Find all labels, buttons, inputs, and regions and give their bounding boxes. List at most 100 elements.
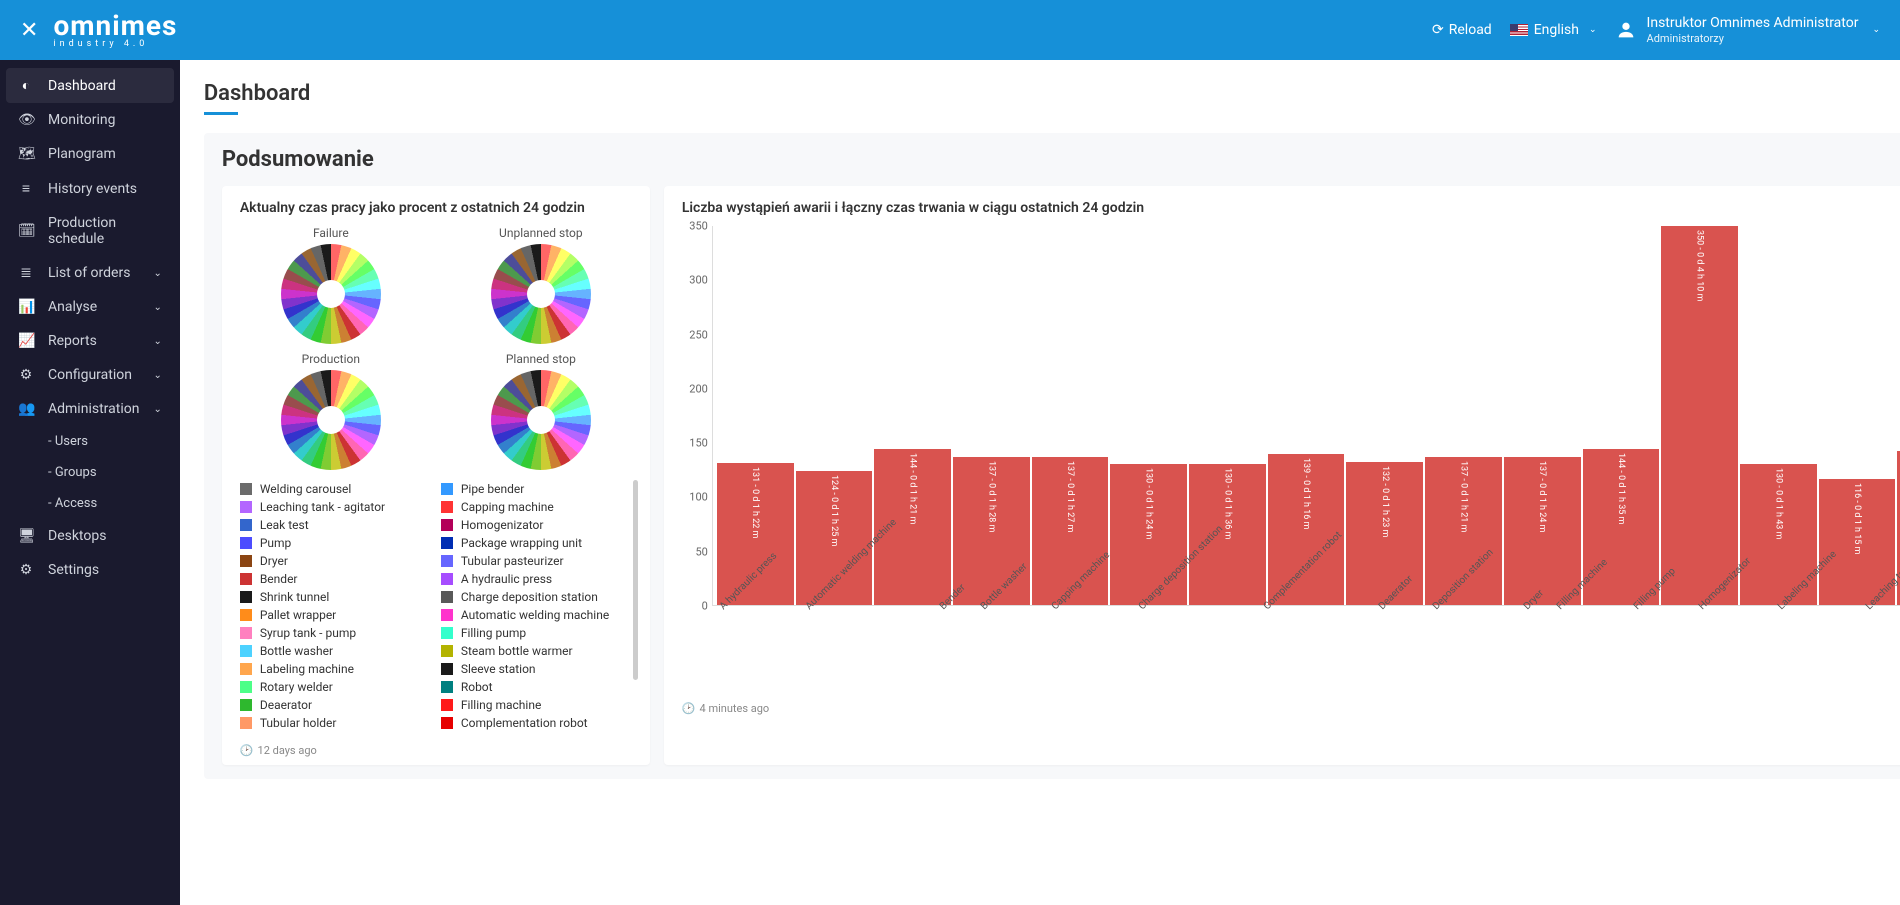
sidebar-item-configuration[interactable]: ⚙Configuration⌄ <box>0 358 180 392</box>
legend-item[interactable]: Tubular pasteurizer <box>441 552 632 570</box>
bar-value-label: 139 - 0 d 1 h 16 m <box>1301 458 1311 529</box>
legend-item[interactable]: Filling machine <box>441 696 632 714</box>
reload-button[interactable]: ⟳ Reload <box>1432 22 1492 38</box>
bar[interactable]: 350 - 0 d 4 h 10 m <box>1661 226 1738 605</box>
legend-item[interactable]: Pallet wrapper <box>240 606 431 624</box>
scrollbar[interactable] <box>633 480 638 680</box>
legend-item[interactable]: Welding carousel <box>240 480 431 498</box>
legend-item[interactable]: Tubular holder <box>240 714 431 732</box>
nav-label: Administration <box>48 401 139 417</box>
bar-value-label: 137 - 0 d 1 h 27 m <box>1065 461 1075 532</box>
donut-chart[interactable] <box>491 370 591 470</box>
legend-swatch <box>441 681 453 693</box>
language-selector[interactable]: English ⌄ <box>1510 22 1597 38</box>
close-icon[interactable]: ✕ <box>20 18 38 43</box>
card-failure-count: Liczba wystąpień awarii i łączny czas tr… <box>664 186 1900 765</box>
legend-text: Sleeve station <box>461 660 536 678</box>
summary-title: Podsumowanie <box>222 147 1900 172</box>
legend-swatch <box>441 717 453 729</box>
legend-item[interactable]: Homogenizator <box>441 516 632 534</box>
legend-swatch <box>240 573 252 585</box>
legend-swatch <box>441 483 453 495</box>
avatar-icon <box>1615 19 1637 41</box>
chevron-down-icon: ⌄ <box>1872 25 1880 35</box>
legend-item[interactable]: Capping machine <box>441 498 632 516</box>
user-menu[interactable]: Instruktor Omnimes Administrator Adminis… <box>1615 15 1880 45</box>
nav-icon: ≡ <box>18 180 34 197</box>
sidebar-item-reports[interactable]: 📈Reports⌄ <box>0 324 180 358</box>
legend-swatch <box>240 717 252 729</box>
sidebar-subitem[interactable]: - Groups <box>0 457 180 488</box>
legend-swatch <box>441 591 453 603</box>
bar-value-label: 144 - 0 d 1 h 35 m <box>1616 453 1626 524</box>
legend-text: Welding carousel <box>260 480 351 498</box>
legend-item[interactable]: Filling pump <box>441 624 632 642</box>
sidebar-item-planogram[interactable]: 🗺Planogram <box>0 137 180 171</box>
chevron-down-icon: ⌄ <box>153 268 161 279</box>
legend-item[interactable]: Sleeve station <box>441 660 632 678</box>
bar-value-label: 130 - 0 d 1 h 24 m <box>1144 468 1154 539</box>
legend-text: Steam bottle warmer <box>461 642 573 660</box>
legend-item[interactable]: Dryer <box>240 552 431 570</box>
legend-item[interactable]: Pipe bender <box>441 480 632 498</box>
legend-item[interactable]: Labeling machine <box>240 660 431 678</box>
legend-text: Filling pump <box>461 624 526 642</box>
legend-item[interactable]: Charge deposition station <box>441 588 632 606</box>
sidebar-subitem[interactable]: - Users <box>0 426 180 457</box>
logo[interactable]: omnimes industry 4.0 <box>53 12 177 49</box>
sidebar-item-desktops[interactable]: 🖥Desktops <box>0 519 180 553</box>
main-content: Dashboard 🤖 GPT assistant analysis Podsu… <box>180 60 1900 905</box>
legend-item[interactable]: A hydraulic press <box>441 570 632 588</box>
card-left-footer: 🕑 12 days ago <box>240 744 632 757</box>
legend-item[interactable]: Complementation robot <box>441 714 632 732</box>
legend-item[interactable]: Bender <box>240 570 431 588</box>
legend-item[interactable]: Syrup tank - pump <box>240 624 431 642</box>
clock-icon: 🕑 <box>240 744 254 757</box>
legend-item[interactable]: Deaerator <box>240 696 431 714</box>
clock-icon: 🕑 <box>682 702 696 715</box>
sidebar-item-administration[interactable]: 👥Administration⌄ <box>0 392 180 426</box>
nav-icon: ≣ <box>18 265 34 281</box>
legend-text: Automatic welding machine <box>461 606 609 624</box>
reload-icon: ⟳ <box>1432 22 1444 38</box>
nav-label: Configuration <box>48 367 132 383</box>
sidebar-subitem[interactable]: - Access <box>0 488 180 519</box>
nav-icon: 🗺 <box>18 146 34 162</box>
legend-swatch <box>441 609 453 621</box>
sidebar-item-list-of-orders[interactable]: ≣List of orders⌄ <box>0 256 180 290</box>
sidebar-item-analyse[interactable]: 📊Analyse⌄ <box>0 290 180 324</box>
sidebar-item-settings[interactable]: ⚙Settings <box>0 553 180 587</box>
legend-item[interactable]: Leak test <box>240 516 431 534</box>
legend-text: Bender <box>260 570 298 588</box>
legend-item[interactable]: Steam bottle warmer <box>441 642 632 660</box>
sidebar: ◐Dashboard👁Monitoring🗺Planogram≡History … <box>0 60 180 905</box>
legend-swatch <box>240 519 252 531</box>
legend-item[interactable]: Shrink tunnel <box>240 588 431 606</box>
legend-item[interactable]: Leaching tank - agitator <box>240 498 431 516</box>
legend-text: Charge deposition station <box>461 588 598 606</box>
donut-chart[interactable] <box>281 370 381 470</box>
legend-text: Rotary welder <box>260 678 333 696</box>
donut-chart[interactable] <box>281 244 381 344</box>
y-tick: 100 <box>689 491 708 504</box>
y-tick: 200 <box>689 382 708 395</box>
sidebar-item-dashboard[interactable]: ◐Dashboard <box>6 68 174 103</box>
donut-production: Production <box>240 352 422 470</box>
bar-value-label: 116 - 0 d 1 h 15 m <box>1852 483 1862 554</box>
legend-text: Filling machine <box>461 696 542 714</box>
card-uptime-percent: Aktualny czas pracy jako procent z ostat… <box>222 186 650 765</box>
sidebar-item-history-events[interactable]: ≡History events <box>0 171 180 206</box>
sidebar-item-production-schedule[interactable]: 🗓Production schedule <box>0 206 180 256</box>
donut-chart[interactable] <box>491 244 591 344</box>
legend-text: Deaerator <box>260 696 312 714</box>
sidebar-item-monitoring[interactable]: 👁Monitoring <box>0 103 180 137</box>
legend-item[interactable]: Bottle washer <box>240 642 431 660</box>
nav-label: Reports <box>48 333 97 349</box>
legend-item[interactable]: Pump <box>240 534 431 552</box>
legend-item[interactable]: Robot <box>441 678 632 696</box>
bar-value-label: 137 - 0 d 1 h 28 m <box>986 461 996 532</box>
legend-item[interactable]: Package wrapping unit <box>441 534 632 552</box>
legend-item[interactable]: Automatic welding machine <box>441 606 632 624</box>
legend-text: Pallet wrapper <box>260 606 336 624</box>
legend-item[interactable]: Rotary welder <box>240 678 431 696</box>
